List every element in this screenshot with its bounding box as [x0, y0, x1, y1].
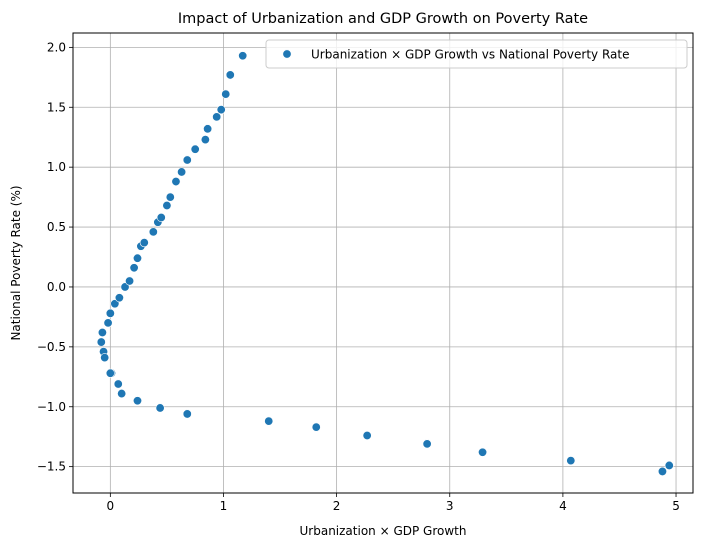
- y-tick-label: 1.0: [47, 160, 66, 174]
- y-axis-label: National Poverty Rate (%): [9, 185, 23, 340]
- scatter-point: [182, 409, 192, 419]
- axis-ticks: 0 1 2 3 4 5 −1.5 −1.0 −0.5 0.0 0.5 1.0 1.5 2.0: [37, 40, 680, 513]
- scatter-point: [100, 353, 110, 363]
- scatter-point: [120, 282, 130, 292]
- scatter-point: [311, 422, 321, 432]
- scatter-point: [221, 89, 231, 99]
- plot-frame: [72, 32, 694, 494]
- scatter-point: [110, 299, 120, 309]
- scatter-point: [105, 368, 115, 378]
- y-tick-label: 1.5: [47, 100, 66, 114]
- scatter-point: [216, 105, 226, 115]
- y-tick-label: 0.5: [47, 220, 66, 234]
- y-tick-label: −1.5: [37, 460, 66, 474]
- scatter-point: [264, 416, 274, 426]
- scatter-point: [103, 318, 113, 328]
- y-tick-label: −0.5: [37, 340, 66, 354]
- scatter-point: [156, 212, 166, 222]
- y-tick-label: 0.0: [47, 280, 66, 294]
- scatter-point: [132, 253, 142, 263]
- legend-frame: [265, 39, 688, 69]
- scatter-point: [225, 70, 235, 80]
- scatter-point: [97, 327, 107, 337]
- y-tick-label: −1.0: [37, 400, 66, 414]
- scatter-point: [203, 124, 213, 134]
- scatter-point: [165, 192, 175, 202]
- scatter-point: [190, 144, 200, 154]
- scatter-point: [129, 263, 139, 273]
- scatter-point: [114, 293, 124, 303]
- legend-label: Urbanization × GDP Growth vs National Po…: [311, 48, 629, 62]
- legend: Urbanization × GDP Growth vs National Po…: [265, 39, 688, 69]
- scatter-point: [148, 227, 158, 237]
- scatter-point: [162, 201, 172, 211]
- scatter-point: [182, 155, 192, 165]
- scatter-point: [200, 135, 210, 145]
- x-tick-label: 2: [333, 499, 341, 513]
- data-points: [96, 51, 674, 476]
- x-tick-label: 5: [672, 499, 680, 513]
- scatter-point: [566, 456, 576, 466]
- scatter-point: [362, 430, 372, 440]
- scatter-point: [105, 308, 115, 318]
- scatter-point: [422, 439, 432, 449]
- scatter-point: [117, 389, 127, 399]
- y-tick-label: 2.0: [47, 40, 66, 54]
- scatter-point: [212, 112, 222, 122]
- scatter-point: [657, 466, 667, 476]
- scatter-point: [664, 460, 674, 470]
- scatter-point: [238, 51, 248, 61]
- x-tick-label: 3: [446, 499, 454, 513]
- scatter-point: [132, 396, 142, 406]
- x-tick-label: 1: [220, 499, 228, 513]
- scatter-point: [125, 276, 135, 286]
- legend-marker: [282, 49, 292, 59]
- x-tick-label: 0: [107, 499, 115, 513]
- scatter-point: [96, 337, 106, 347]
- x-tick-label: 4: [559, 499, 567, 513]
- scatter-point: [139, 238, 149, 248]
- chart-title: Impact of Urbanization and GDP Growth on…: [178, 11, 588, 27]
- x-axis-label: Urbanization × GDP Growth: [300, 524, 467, 538]
- scatter-point: [478, 447, 488, 457]
- scatter-point: [155, 403, 165, 413]
- scatter-point: [171, 177, 181, 187]
- scatter-point: [177, 167, 187, 177]
- scatter-point: [113, 379, 123, 389]
